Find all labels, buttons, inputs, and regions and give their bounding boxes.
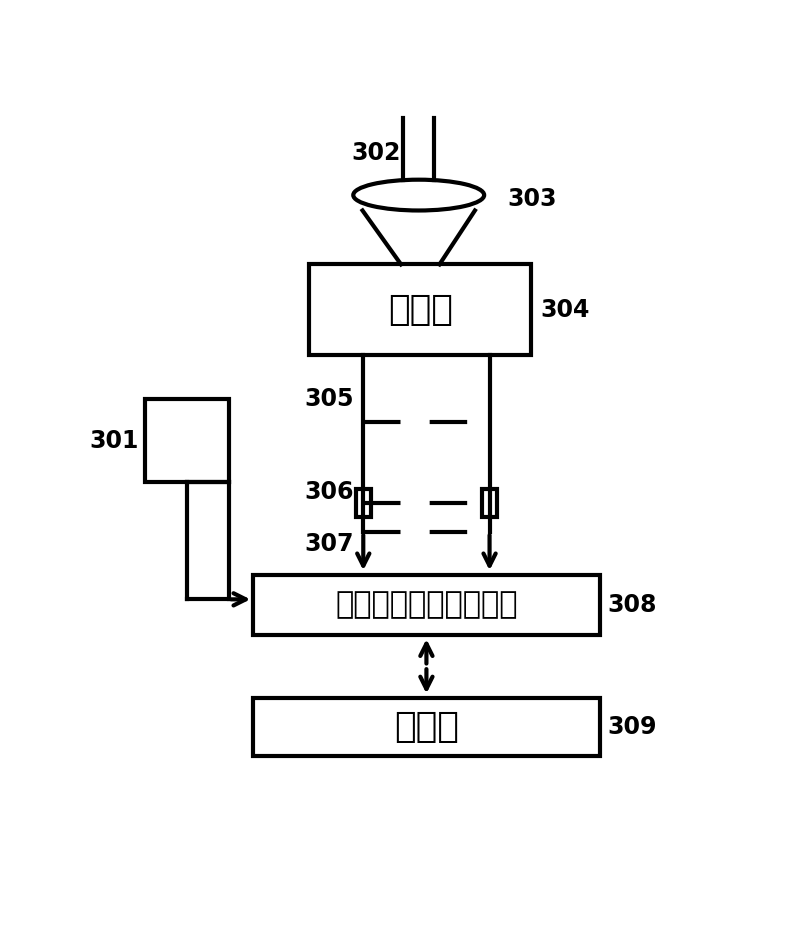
Bar <box>482 489 497 517</box>
Text: 302: 302 <box>351 141 401 165</box>
Text: 计算机: 计算机 <box>394 710 459 744</box>
Text: 301: 301 <box>90 428 139 453</box>
Text: 308: 308 <box>608 593 657 617</box>
Bar <box>253 698 600 756</box>
Bar <box>145 399 229 483</box>
Text: 305: 305 <box>305 387 354 411</box>
Ellipse shape <box>353 180 484 210</box>
Bar <box>356 489 371 517</box>
Text: 单色件: 单色件 <box>388 293 452 327</box>
Text: 307: 307 <box>305 532 354 556</box>
Text: 多通道同步锁相放大器: 多通道同步锁相放大器 <box>335 590 518 619</box>
Text: 303: 303 <box>507 187 557 211</box>
Text: 306: 306 <box>305 480 354 504</box>
Bar <box>309 265 531 355</box>
Bar <box>253 575 600 635</box>
Text: 304: 304 <box>541 298 590 322</box>
Text: 309: 309 <box>608 715 657 739</box>
